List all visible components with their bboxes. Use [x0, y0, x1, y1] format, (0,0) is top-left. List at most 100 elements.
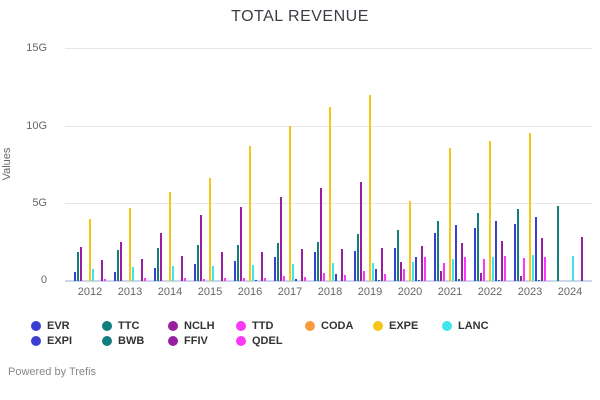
bar-NCLH-2020[interactable] — [400, 262, 402, 281]
bar-LANC-2012[interactable] — [92, 269, 94, 281]
bar-FFIV-2022[interactable] — [501, 241, 503, 281]
bar-EXPI-2021[interactable] — [455, 225, 457, 281]
bar-TTC-2021[interactable] — [437, 221, 439, 281]
bar-BWB-2023[interactable] — [538, 280, 540, 281]
bar-EXPE-2022[interactable] — [489, 141, 491, 281]
bar-NCLH-2021[interactable] — [440, 271, 442, 281]
bar-FFIV-2017[interactable] — [301, 249, 303, 281]
bar-EVR-2021[interactable] — [434, 233, 436, 281]
bar-NCLH-2019[interactable] — [360, 182, 362, 281]
bar-FFIV-2021[interactable] — [461, 243, 463, 281]
bar-LANC-2024[interactable] — [572, 256, 574, 281]
bar-NCLH-2013[interactable] — [120, 242, 122, 281]
bar-EXPI-2017[interactable] — [295, 279, 297, 281]
bar-TTC-2012[interactable] — [77, 252, 79, 281]
bar-EXPE-2020[interactable] — [409, 201, 411, 281]
bar-TTD-2016[interactable] — [243, 278, 245, 281]
bar-EVR-2016[interactable] — [234, 261, 236, 281]
legend-item-QDEL[interactable]: QDEL — [236, 335, 283, 347]
legend-item-BWB[interactable]: BWB — [102, 335, 144, 347]
bar-TTC-2019[interactable] — [357, 234, 359, 281]
bar-LANC-2013[interactable] — [132, 267, 134, 281]
bar-TTD-2021[interactable] — [443, 263, 445, 281]
bar-NCLH-2022[interactable] — [480, 273, 482, 281]
bar-EXPE-2023[interactable] — [529, 133, 531, 281]
bar-FFIV-2024[interactable] — [581, 237, 583, 281]
bar-LANC-2022[interactable] — [492, 257, 494, 281]
bar-EXPI-2016[interactable] — [255, 280, 257, 281]
bar-TTC-2023[interactable] — [517, 209, 519, 281]
bar-EXPE-2013[interactable] — [129, 208, 131, 281]
bar-NCLH-2017[interactable] — [280, 197, 282, 281]
legend-item-TTD[interactable]: TTD — [236, 320, 273, 332]
bar-TTC-2022[interactable] — [477, 213, 479, 281]
bar-TTC-2013[interactable] — [117, 250, 119, 281]
bar-QDEL-2013[interactable] — [144, 278, 146, 281]
bar-QDEL-2014[interactable] — [184, 278, 186, 281]
bar-QDEL-2023[interactable] — [544, 257, 546, 281]
bar-TTD-2023[interactable] — [523, 258, 525, 281]
bar-LANC-2019[interactable] — [372, 263, 374, 281]
bar-BWB-2021[interactable] — [458, 279, 460, 281]
bar-EXPE-2018[interactable] — [329, 107, 331, 281]
bar-TTC-2017[interactable] — [277, 243, 279, 281]
bar-FFIV-2015[interactable] — [221, 252, 223, 281]
bar-NCLH-2014[interactable] — [160, 233, 162, 281]
bar-FFIV-2018[interactable] — [341, 249, 343, 281]
bar-QDEL-2015[interactable] — [224, 278, 226, 281]
bar-QDEL-2022[interactable] — [504, 256, 506, 281]
bar-QDEL-2021[interactable] — [464, 257, 466, 281]
bar-EXPI-2020[interactable] — [415, 257, 417, 281]
bar-TTD-2018[interactable] — [323, 273, 325, 281]
bar-TTD-2020[interactable] — [403, 269, 405, 281]
legend-item-TTC[interactable]: TTC — [102, 320, 139, 332]
bar-FFIV-2012[interactable] — [101, 260, 103, 281]
bar-TTC-2015[interactable] — [197, 245, 199, 281]
bar-TTC-2018[interactable] — [317, 242, 319, 281]
legend-item-LANC[interactable]: LANC — [442, 320, 489, 332]
bar-EVR-2020[interactable] — [394, 248, 396, 281]
legend-item-NCLH[interactable]: NCLH — [168, 320, 215, 332]
bar-LANC-2016[interactable] — [252, 265, 254, 281]
bar-QDEL-2020[interactable] — [424, 257, 426, 281]
bar-EVR-2018[interactable] — [314, 252, 316, 281]
bar-EXPE-2017[interactable] — [289, 126, 291, 281]
bar-BWB-2022[interactable] — [498, 280, 500, 281]
bar-NCLH-2015[interactable] — [200, 215, 202, 281]
bar-EVR-2013[interactable] — [114, 272, 116, 281]
bar-LANC-2015[interactable] — [212, 266, 214, 281]
bar-LANC-2023[interactable] — [532, 255, 534, 281]
bar-NCLH-2018[interactable] — [320, 188, 322, 281]
bar-EVR-2017[interactable] — [274, 257, 276, 281]
bar-TTD-2017[interactable] — [283, 276, 285, 281]
bar-EXPE-2019[interactable] — [369, 95, 371, 281]
bar-FFIV-2019[interactable] — [381, 248, 383, 281]
legend-item-FFIV[interactable]: FFIV — [168, 335, 208, 347]
bar-QDEL-2017[interactable] — [304, 277, 306, 281]
bar-EVR-2022[interactable] — [474, 228, 476, 281]
bar-NCLH-2023[interactable] — [520, 276, 522, 281]
bar-TTD-2022[interactable] — [483, 259, 485, 281]
legend-item-EXPE[interactable]: EXPE — [373, 320, 418, 332]
bar-EXPI-2023[interactable] — [535, 217, 537, 281]
bar-QDEL-2012[interactable] — [104, 279, 106, 281]
bar-FFIV-2020[interactable] — [421, 246, 423, 281]
bar-EXPI-2018[interactable] — [335, 274, 337, 281]
bar-EXPI-2022[interactable] — [495, 221, 497, 281]
bar-EXPE-2015[interactable] — [209, 178, 211, 281]
bar-EXPI-2019[interactable] — [375, 269, 377, 281]
bar-QDEL-2018[interactable] — [344, 275, 346, 281]
bar-FFIV-2016[interactable] — [261, 252, 263, 281]
legend-item-EVR[interactable]: EVR — [31, 320, 70, 332]
bar-LANC-2014[interactable] — [172, 266, 174, 281]
bar-TTD-2019[interactable] — [363, 271, 365, 281]
bar-QDEL-2016[interactable] — [264, 278, 266, 281]
bar-TTC-2014[interactable] — [157, 248, 159, 281]
bar-TTC-2020[interactable] — [397, 230, 399, 281]
bar-EVR-2014[interactable] — [154, 268, 156, 281]
bar-EXPE-2021[interactable] — [449, 148, 451, 281]
bar-LANC-2020[interactable] — [412, 262, 414, 281]
bar-EVR-2019[interactable] — [354, 251, 356, 281]
bar-NCLH-2012[interactable] — [80, 247, 82, 281]
legend-item-EXPI[interactable]: EXPI — [31, 335, 72, 347]
